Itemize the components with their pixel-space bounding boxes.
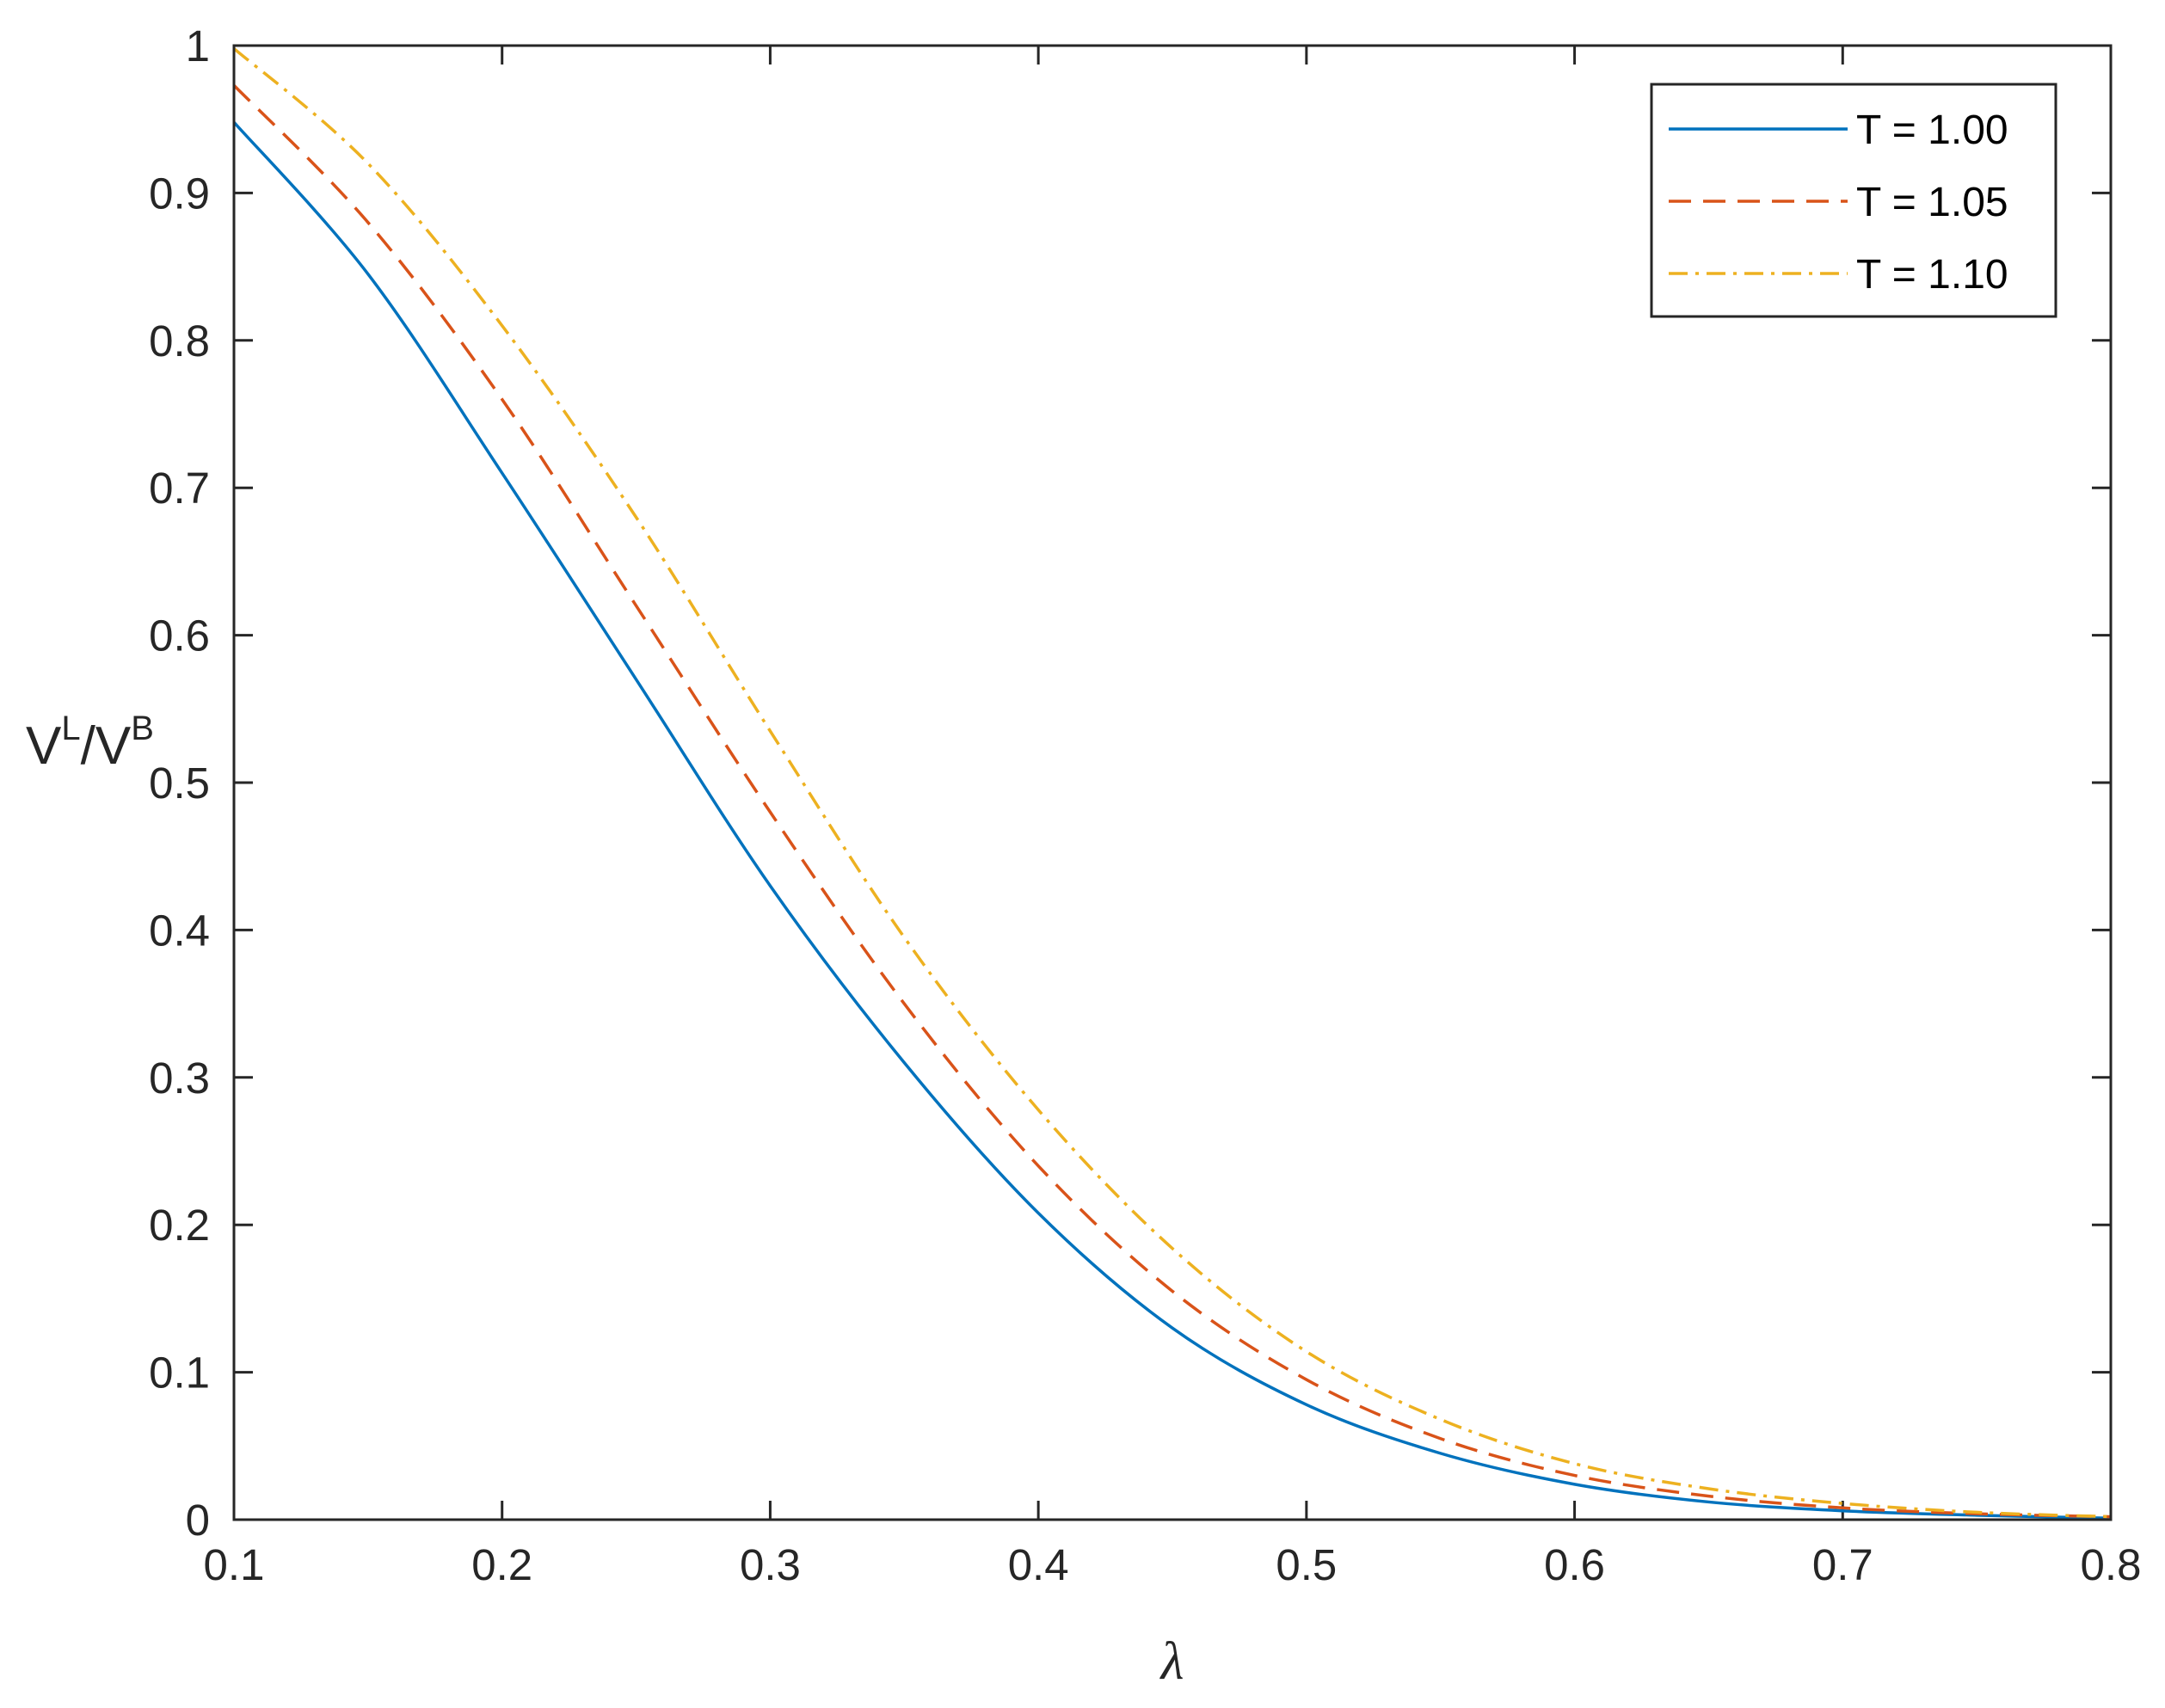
y-tick-label: 0.4 [149,906,210,955]
series-line-1 [232,120,2112,1521]
y-tick-label: 0.6 [149,611,210,660]
x-tick-label: 0.8 [2081,1540,2142,1589]
x-tick-label: 0.7 [1812,1540,1873,1589]
y-tick-label: 0.1 [149,1349,210,1398]
x-tick-label: 0.6 [1544,1540,1605,1589]
y-tick-label: 0.7 [149,464,210,513]
series-lines [232,47,2112,1521]
y-axis-label-sup-b: B [131,710,154,747]
y-axis-label-v1: V [26,716,62,776]
y-axis-label-v2: V [95,716,132,776]
y-tick-labels: 0 0.1 0.2 0.3 0.4 0.5 0.6 0.7 0.8 0.9 1 [149,22,210,1545]
x-tick-label: 0.2 [471,1540,532,1589]
series-line-3 [232,47,2112,1519]
axis-ticks [232,44,2113,1521]
x-tick-label: 0.4 [1008,1540,1069,1589]
y-axis-label: VL/VB [26,710,154,776]
legend-label: T = 1.00 [1856,108,2008,153]
x-tick-labels: 0.1 0.2 0.3 0.4 0.5 0.6 0.7 0.8 [204,1540,2142,1589]
legend-entries: T = 1.00 T = 1.05 T = 1.10 [1669,108,2008,298]
series-line-2 [232,84,2112,1519]
y-axis-label-slash: / [81,716,96,776]
legend-label: T = 1.05 [1856,180,2008,225]
x-tick-label: 0.1 [204,1540,265,1589]
y-tick-label: 0.8 [149,316,210,366]
x-tick-label: 0.3 [740,1540,801,1589]
x-tick-label: 0.5 [1276,1540,1337,1589]
x-axis-label: λ [1159,1632,1184,1691]
y-tick-label: 1 [186,22,210,71]
plot-frame [232,44,2113,1521]
y-tick-label: 0.9 [149,169,210,218]
legend-label: T = 1.10 [1856,252,2008,298]
y-tick-label: 0.2 [149,1201,210,1250]
y-tick-label: 0 [186,1496,210,1545]
y-tick-label: 0.3 [149,1054,210,1103]
legend: T = 1.00 T = 1.05 T = 1.10 [1650,83,2057,318]
y-axis-label-sup-l: L [61,710,80,747]
y-tick-label: 0.5 [149,759,210,808]
